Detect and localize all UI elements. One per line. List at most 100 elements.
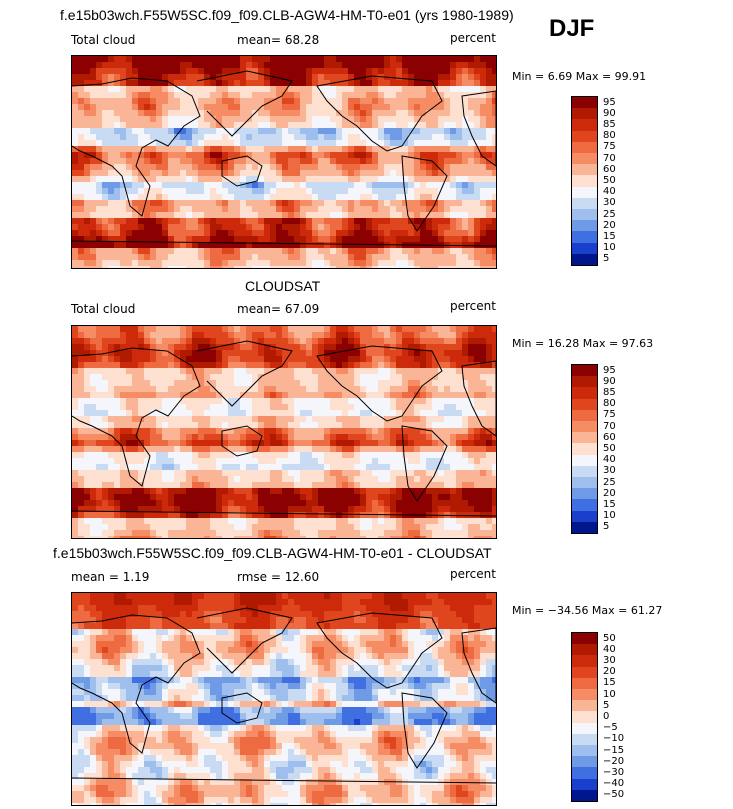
field-cell	[240, 128, 247, 135]
field-cell	[246, 188, 253, 195]
field-cell	[396, 368, 403, 375]
field-cell	[126, 506, 133, 513]
field-cell	[318, 260, 325, 267]
field-cell	[408, 182, 415, 189]
field-cell	[114, 404, 121, 411]
field-cell	[138, 410, 145, 417]
field-cell	[324, 188, 331, 195]
field-cell	[216, 416, 223, 423]
field-cell	[330, 212, 337, 219]
field-cell	[408, 248, 415, 255]
field-cell	[276, 140, 283, 147]
field-cell	[84, 332, 91, 339]
field-cell	[258, 326, 265, 333]
field-cell	[234, 350, 241, 357]
field-cell	[312, 158, 319, 165]
field-cell	[348, 98, 355, 105]
field-cell	[246, 464, 253, 471]
field-cell	[462, 470, 469, 477]
field-cell	[402, 338, 409, 345]
field-cell	[372, 440, 379, 447]
field-cell	[294, 68, 301, 75]
field-cell	[252, 212, 259, 219]
field-cell	[480, 254, 487, 261]
field-cell	[444, 194, 451, 201]
field-cell	[198, 164, 205, 171]
field-cell	[234, 446, 241, 453]
field-cell	[426, 350, 433, 357]
field-cell	[258, 74, 265, 81]
field-cell	[120, 242, 127, 249]
field-cell	[414, 362, 421, 369]
field-cell	[402, 392, 409, 399]
field-cell	[270, 56, 277, 63]
field-cell	[354, 344, 361, 351]
field-cell	[114, 458, 121, 465]
field-cell	[396, 404, 403, 411]
field-cell	[300, 356, 307, 363]
field-cell	[120, 128, 127, 135]
field-cell	[372, 92, 379, 99]
field-cell	[210, 386, 217, 393]
field-cell	[492, 446, 496, 453]
field-cell	[408, 506, 415, 513]
field-cell	[426, 494, 433, 501]
field-cell	[156, 74, 163, 81]
field-cell	[390, 338, 397, 345]
field-cell	[192, 92, 199, 99]
field-cell	[258, 368, 265, 375]
field-cell	[204, 146, 211, 153]
field-cell	[306, 356, 313, 363]
field-cell	[462, 254, 469, 261]
field-cell	[366, 230, 373, 237]
field-cell	[108, 386, 115, 393]
field-cell	[372, 182, 379, 189]
field-cell	[450, 92, 457, 99]
field-cell	[282, 92, 289, 99]
field-cell	[210, 350, 217, 357]
field-cell	[420, 134, 427, 141]
field-cell	[114, 332, 121, 339]
field-cell	[252, 242, 259, 249]
field-cell	[198, 512, 205, 519]
field-cell	[132, 380, 139, 387]
field-cell	[276, 392, 283, 399]
field-cell	[384, 98, 391, 105]
field-cell	[372, 116, 379, 123]
field-cell	[216, 392, 223, 399]
field-cell	[216, 248, 223, 255]
field-cell	[228, 380, 235, 387]
field-cell	[168, 200, 175, 207]
field-cell	[222, 164, 229, 171]
field-cell	[144, 368, 151, 375]
field-cell	[252, 176, 259, 183]
field-cell	[288, 440, 295, 447]
field-cell	[306, 416, 313, 423]
field-cell	[414, 110, 421, 117]
field-cell	[468, 86, 475, 93]
field-cell	[480, 500, 487, 507]
field-cell	[108, 398, 115, 405]
field-cell	[192, 122, 199, 129]
field-cell	[354, 176, 361, 183]
field-cell	[402, 374, 409, 381]
field-cell	[282, 338, 289, 345]
field-cell	[246, 482, 253, 489]
field-cell	[432, 338, 439, 345]
field-cell	[354, 158, 361, 165]
field-cell	[258, 488, 265, 495]
field-cell	[174, 398, 181, 405]
field-cell	[180, 428, 187, 435]
field-cell	[426, 128, 433, 135]
field-cell	[246, 374, 253, 381]
field-cell	[162, 92, 169, 99]
field-cell	[276, 506, 283, 513]
field-cell	[78, 104, 85, 111]
field-cell	[72, 440, 79, 447]
field-cell	[444, 218, 451, 225]
field-cell	[84, 446, 91, 453]
field-cell	[402, 488, 409, 495]
field-cell	[438, 110, 445, 117]
field-cell	[414, 140, 421, 147]
field-cell	[426, 470, 433, 477]
